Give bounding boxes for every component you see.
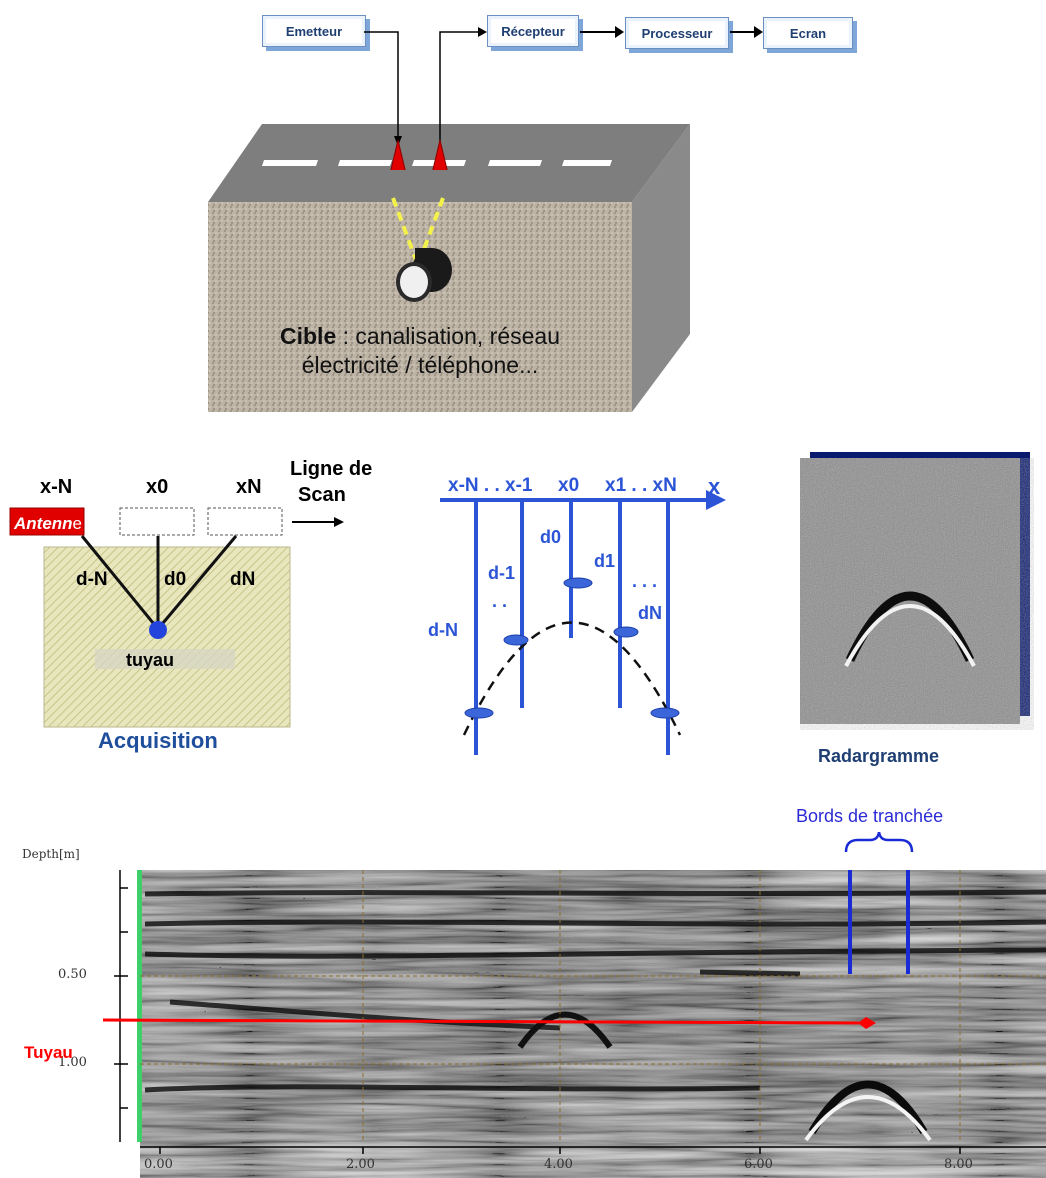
- acq-dn: dN: [230, 569, 256, 590]
- target-line1: canalisation, réseau: [355, 323, 560, 349]
- profile-xtick-6: 6.00: [744, 1157, 773, 1172]
- acq-antenna-label: Antenne: [14, 514, 82, 534]
- profile-xtick-4: 4.00: [544, 1157, 573, 1172]
- hyp-d0: d0: [540, 527, 562, 547]
- hyp-tick-right: x1 . . xN: [605, 475, 677, 496]
- hyp-d-1: d-1: [488, 563, 515, 583]
- profile-xtick-2: 2.00: [346, 1157, 375, 1172]
- hyp-axis-ticks: x-N . . x-1: [448, 475, 532, 497]
- ground-block: [208, 124, 690, 412]
- profile-xtick-0: 0.00: [144, 1157, 173, 1172]
- antenna-connectors: [364, 27, 487, 170]
- acq-caption: Acquisition: [98, 728, 218, 753]
- radargram-image: [800, 452, 1030, 724]
- antenna-label-part1: Antenn: [14, 514, 73, 533]
- target-caption: Cible : canalisation, réseau électricité…: [210, 322, 630, 380]
- antenna-label-part2: e: [72, 514, 83, 533]
- radargram-caption: Radargramme: [818, 746, 940, 766]
- pipe-label: Tuyau: [24, 1043, 73, 1062]
- receiver-box: Récepteur: [487, 15, 579, 47]
- target-line2: électricité / téléphone...: [301, 352, 539, 378]
- profile-xtick-8: 8.00: [944, 1157, 973, 1172]
- acq-scan-line-1: Ligne de: [290, 458, 373, 480]
- target-sep: :: [336, 323, 356, 349]
- hyp-tick-x0: x0: [558, 475, 580, 496]
- screen-box: Ecran: [763, 17, 853, 49]
- hyp-d-n: d-N: [428, 620, 458, 640]
- arrow-receiver-processor: [580, 26, 624, 38]
- hyp-d1: d1: [594, 551, 616, 571]
- trench-label: Bords de tranchée: [796, 806, 944, 826]
- acq-label-x0: x0: [146, 476, 169, 498]
- hyp-axis-label: x: [708, 474, 721, 499]
- acq-label-xn: xN: [236, 476, 262, 498]
- processor-box: Processeur: [625, 17, 729, 49]
- gpr-profile: [102, 832, 1046, 1154]
- profile-ytick-100: 1.00: [58, 1055, 87, 1070]
- target-bold: Cible: [280, 323, 337, 349]
- hyperbola-diagram: [440, 490, 726, 755]
- hyp-dn: dN: [638, 603, 662, 623]
- hyp-tick-left: x-N . . x-1: [448, 475, 533, 496]
- emitter-connector: [0, 0, 1, 1]
- arrow-processor-screen: [730, 26, 763, 38]
- profile-ytick-050: 0.50: [58, 967, 87, 982]
- acq-scan-line-2: Scan: [298, 484, 346, 506]
- acq-pipe-label: tuyau: [126, 650, 175, 670]
- hyp-dots-left: . .: [492, 591, 508, 611]
- profile-ylabel: Depth[m]: [22, 847, 80, 861]
- acq-d-minus-n: d-N: [76, 569, 108, 590]
- pipe-cylinder: [396, 248, 452, 302]
- acquisition-diagram: [9, 507, 344, 728]
- emitter-box: Emetteur: [262, 15, 366, 47]
- hyp-dots-right: . . .: [632, 571, 658, 591]
- acq-d0: d0: [164, 569, 187, 590]
- acq-label-x-minus-n: x-N: [40, 476, 73, 498]
